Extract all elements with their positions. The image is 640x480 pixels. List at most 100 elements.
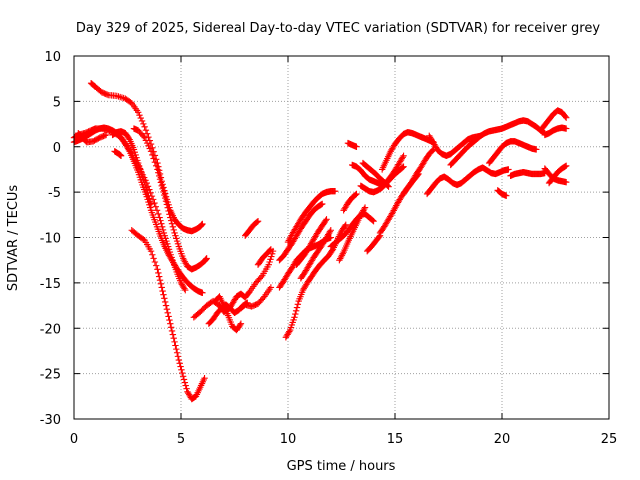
data-point [166, 211, 173, 218]
data-point [360, 205, 368, 213]
series-arc-w [340, 190, 360, 214]
data-point [161, 298, 169, 306]
data-point [370, 217, 377, 225]
data-point [160, 291, 167, 298]
data-point [563, 125, 570, 132]
data-point [385, 183, 392, 190]
data-point [163, 305, 171, 313]
data-point [162, 198, 170, 205]
data-point [165, 207, 172, 215]
data-point [130, 146, 138, 153]
data-point [170, 226, 177, 234]
data-point [140, 133, 147, 140]
series-arc-q [276, 200, 326, 264]
data-point [179, 373, 187, 380]
data-point [268, 250, 276, 258]
data-point [142, 184, 150, 191]
data-point [134, 157, 141, 164]
data-point [144, 189, 151, 197]
data-point [323, 216, 330, 223]
data-point [292, 310, 299, 318]
series-arc-r [284, 188, 339, 246]
series-arc-ao [545, 162, 570, 187]
data-point [169, 223, 177, 230]
data-point [136, 165, 144, 172]
data-point [294, 301, 302, 308]
data-point [253, 218, 261, 226]
data-point [165, 313, 172, 320]
y-tick-label: -20 [40, 322, 61, 337]
x-tick-label: 15 [387, 432, 404, 447]
data-point [286, 328, 293, 335]
data-point [167, 214, 174, 221]
y-tick-label: -15 [40, 277, 61, 292]
plot-frame [73, 55, 610, 420]
y-tick-label: -25 [40, 368, 61, 383]
data-point [159, 185, 166, 193]
data-point [177, 363, 184, 370]
x-tick-label: 25 [601, 432, 618, 447]
series-arc-m [242, 217, 262, 239]
data-point [399, 164, 406, 171]
data-point [146, 195, 153, 202]
data-point [326, 228, 334, 235]
data-point [167, 320, 174, 327]
data-point [154, 166, 161, 173]
series-arc-b [130, 125, 210, 273]
data-point [505, 166, 512, 173]
data-point [353, 143, 360, 150]
data-point [331, 188, 339, 195]
series-arc-ab [359, 159, 392, 190]
data-point [266, 247, 274, 254]
data-point [157, 179, 165, 186]
y-tick-label: 0 [53, 141, 61, 156]
data-point [327, 227, 334, 234]
data-point [183, 385, 190, 392]
data-point [171, 338, 178, 346]
data-point [142, 137, 150, 144]
data-point [533, 146, 540, 153]
data-point [146, 145, 153, 152]
data-point [341, 222, 349, 230]
data-point [171, 229, 178, 237]
y-tick-labels: -30 -25 -20 -15 -10 -5 0 5 10 [40, 50, 61, 428]
data-point [167, 217, 175, 224]
data-point [125, 135, 132, 142]
data-point [138, 170, 145, 178]
data-marks [70, 80, 570, 403]
data-point [158, 220, 165, 227]
data-point [265, 261, 272, 268]
data-point [140, 176, 147, 183]
x-tick-labels: 0 5 10 15 20 25 [70, 432, 617, 447]
data-point [139, 173, 146, 180]
data-point [143, 187, 150, 194]
data-point [141, 181, 149, 189]
series-arc-s [293, 216, 330, 268]
data-point [156, 176, 164, 183]
series-arc-f [109, 128, 155, 208]
data-point [151, 199, 158, 207]
data-point [173, 235, 180, 242]
data-point [160, 188, 167, 196]
data-point [149, 151, 156, 159]
series-arc-al [537, 107, 570, 134]
data-point [146, 204, 154, 211]
data-point [167, 324, 175, 331]
data-point [179, 369, 186, 377]
data-point [136, 111, 143, 119]
data-point [170, 335, 177, 342]
data-point [503, 192, 510, 199]
data-point [267, 284, 275, 291]
x-axis-title: GPS time / hours [287, 459, 396, 474]
data-point [147, 148, 155, 155]
data-point [155, 269, 162, 277]
data-point [181, 379, 189, 386]
data-point [203, 255, 210, 262]
data-point [154, 266, 161, 273]
data-point [149, 251, 156, 258]
series-arc-y [357, 163, 407, 196]
series-arc-ag [423, 164, 512, 198]
data-point [141, 134, 148, 141]
data-point [266, 258, 273, 266]
